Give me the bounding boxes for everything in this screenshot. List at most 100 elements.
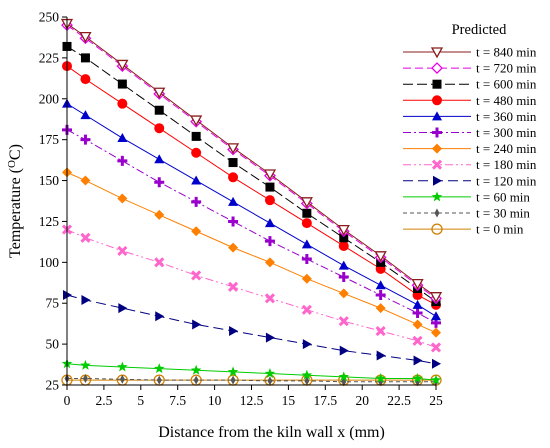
data-point: [191, 226, 202, 237]
x-tick-label: 15: [282, 393, 296, 408]
data-point: [302, 339, 312, 350]
data-point: [191, 196, 202, 207]
data-point: [301, 273, 312, 284]
data-point: [154, 209, 165, 220]
x-tick-label: 17.5: [313, 393, 337, 408]
data-point: [156, 375, 162, 385]
data-point: [154, 177, 165, 188]
x-tick-label: 0: [64, 393, 71, 408]
y-tick-label: 25: [46, 378, 60, 393]
data-point: [264, 257, 275, 268]
data-point: [230, 375, 236, 385]
data-point: [301, 239, 312, 249]
data-point: [117, 193, 128, 204]
series-t-120-min: [63, 290, 441, 369]
data-point: [154, 363, 165, 374]
data-point: [190, 364, 202, 375]
data-point: [80, 134, 91, 145]
data-point: [155, 311, 165, 322]
data-point: [154, 154, 165, 164]
legend-label: t = 180 min: [476, 157, 537, 172]
data-point: [80, 53, 90, 63]
series-t-360-min: [62, 98, 441, 321]
x-tick-label: 20: [355, 393, 369, 408]
y-tick-label: 225: [39, 50, 60, 65]
data-point: [338, 260, 349, 270]
series-line: [67, 377, 436, 383]
y-tick-label: 100: [39, 255, 60, 270]
y-axis-title: Temperature (OC): [6, 144, 24, 258]
axes: 0 2.5 5 7.5 10 12.5 15 17.5 20 22.5 25 25 50 75 100 125…: [39, 10, 443, 409]
data-point: [375, 280, 386, 290]
data-point: [191, 175, 202, 185]
data-point: [117, 98, 128, 109]
data-point: [412, 319, 423, 330]
data-point: [430, 374, 442, 385]
y-tick-label: 200: [39, 91, 60, 106]
y-tick-label: 150: [39, 173, 60, 188]
data-point: [301, 369, 313, 380]
data-point: [117, 133, 128, 143]
legend-item: t = 60 min: [403, 189, 530, 204]
legend-item: t = 30 min: [403, 206, 530, 221]
data-point: [117, 155, 128, 166]
legend-item: t = 360 min: [403, 109, 537, 124]
legend-marker: [430, 47, 444, 59]
data-point: [265, 182, 275, 192]
data-point: [267, 376, 273, 386]
data-point: [337, 224, 350, 236]
legend-label: t = 480 min: [476, 93, 537, 108]
data-point: [430, 342, 442, 353]
data-point: [412, 308, 423, 319]
legend-marker: [431, 223, 443, 235]
data-point: [301, 254, 312, 265]
data-point: [375, 290, 386, 301]
legend-label: t = 300 min: [476, 125, 537, 140]
data-point: [227, 281, 239, 292]
series-t-300-min: [62, 124, 441, 328]
data-point: [228, 216, 239, 227]
data-point: [191, 270, 202, 281]
data-point: [117, 245, 128, 256]
data-point: [118, 303, 128, 314]
data-point: [117, 79, 127, 89]
data-point: [117, 361, 128, 372]
data-point: [412, 335, 423, 346]
data-point: [79, 31, 92, 43]
series-t-480-min: [62, 61, 441, 310]
data-point: [339, 345, 349, 356]
legend-item: t = 600 min: [403, 77, 537, 92]
data-point: [301, 304, 312, 315]
data-point: [227, 366, 239, 377]
data-point: [338, 272, 349, 283]
legend-marker: [432, 79, 442, 89]
legend-label: t = 0 min: [476, 222, 524, 237]
data-point: [376, 350, 386, 361]
series-line: [66, 103, 437, 317]
y-tick-label: 125: [39, 214, 60, 229]
data-point: [300, 197, 313, 209]
data-point: [264, 218, 275, 228]
legend-item: t = 840 min: [403, 45, 537, 60]
data-point: [264, 368, 276, 378]
data-point: [81, 294, 91, 305]
data-point: [228, 242, 239, 253]
data-point: [302, 208, 312, 218]
legend-item: t = 240 min: [403, 141, 537, 156]
data-point: [191, 131, 201, 141]
legend-label: t = 30 min: [476, 206, 530, 221]
series-layer: [60, 18, 443, 387]
data-point: [413, 355, 423, 366]
data-point: [228, 196, 239, 206]
data-point: [375, 325, 386, 337]
legend-marker: [431, 191, 443, 202]
data-point: [431, 311, 441, 321]
x-tick-label: 7.5: [169, 393, 186, 408]
data-point: [431, 327, 441, 338]
legend-marker: [431, 62, 443, 75]
series-line: [66, 129, 437, 324]
data-point: [264, 236, 275, 247]
x-tick-label: 22.5: [387, 393, 411, 408]
data-point: [193, 375, 199, 385]
